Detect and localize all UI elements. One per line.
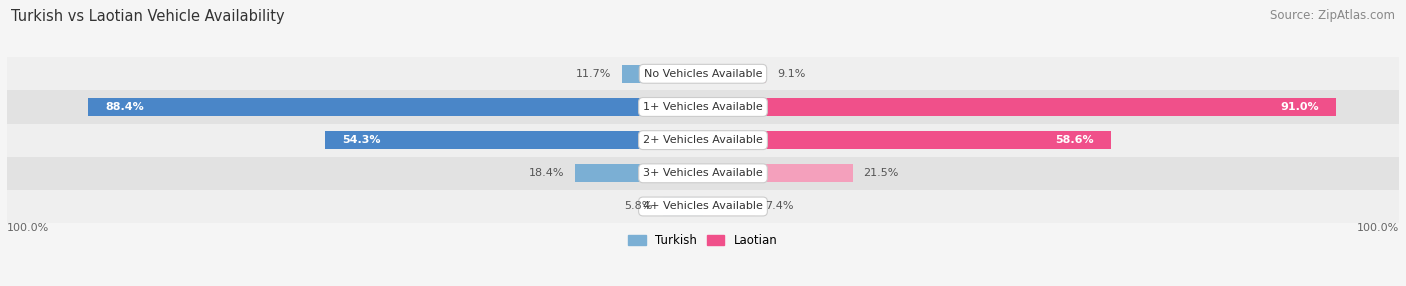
Text: 21.5%: 21.5%	[863, 168, 898, 178]
Bar	[703, 65, 766, 83]
Bar	[662, 197, 703, 216]
Text: 9.1%: 9.1%	[776, 69, 806, 79]
Text: 88.4%: 88.4%	[105, 102, 143, 112]
Bar	[621, 65, 703, 83]
Text: 2+ Vehicles Available: 2+ Vehicles Available	[643, 135, 763, 145]
Bar	[7, 157, 1399, 190]
Text: 18.4%: 18.4%	[529, 168, 564, 178]
Bar	[7, 124, 1399, 157]
Bar	[7, 90, 1399, 124]
Bar	[7, 57, 1399, 90]
Bar	[703, 197, 755, 216]
Bar	[87, 98, 703, 116]
Text: 1+ Vehicles Available: 1+ Vehicles Available	[643, 102, 763, 112]
Text: 5.8%: 5.8%	[624, 202, 652, 211]
Text: 58.6%: 58.6%	[1054, 135, 1094, 145]
Text: 54.3%: 54.3%	[343, 135, 381, 145]
Bar	[703, 98, 1336, 116]
Bar	[703, 131, 1111, 149]
Legend: Turkish, Laotian: Turkish, Laotian	[628, 234, 778, 247]
Text: 91.0%: 91.0%	[1281, 102, 1319, 112]
Bar	[7, 190, 1399, 223]
Text: 100.0%: 100.0%	[7, 223, 49, 233]
Text: 7.4%: 7.4%	[765, 202, 793, 211]
Text: Source: ZipAtlas.com: Source: ZipAtlas.com	[1270, 9, 1395, 21]
Text: 3+ Vehicles Available: 3+ Vehicles Available	[643, 168, 763, 178]
Bar	[575, 164, 703, 182]
Text: Turkish vs Laotian Vehicle Availability: Turkish vs Laotian Vehicle Availability	[11, 9, 285, 23]
Text: No Vehicles Available: No Vehicles Available	[644, 69, 762, 79]
Text: 4+ Vehicles Available: 4+ Vehicles Available	[643, 202, 763, 211]
Bar	[703, 164, 852, 182]
Text: 11.7%: 11.7%	[575, 69, 612, 79]
Text: 100.0%: 100.0%	[1357, 223, 1399, 233]
Bar	[325, 131, 703, 149]
